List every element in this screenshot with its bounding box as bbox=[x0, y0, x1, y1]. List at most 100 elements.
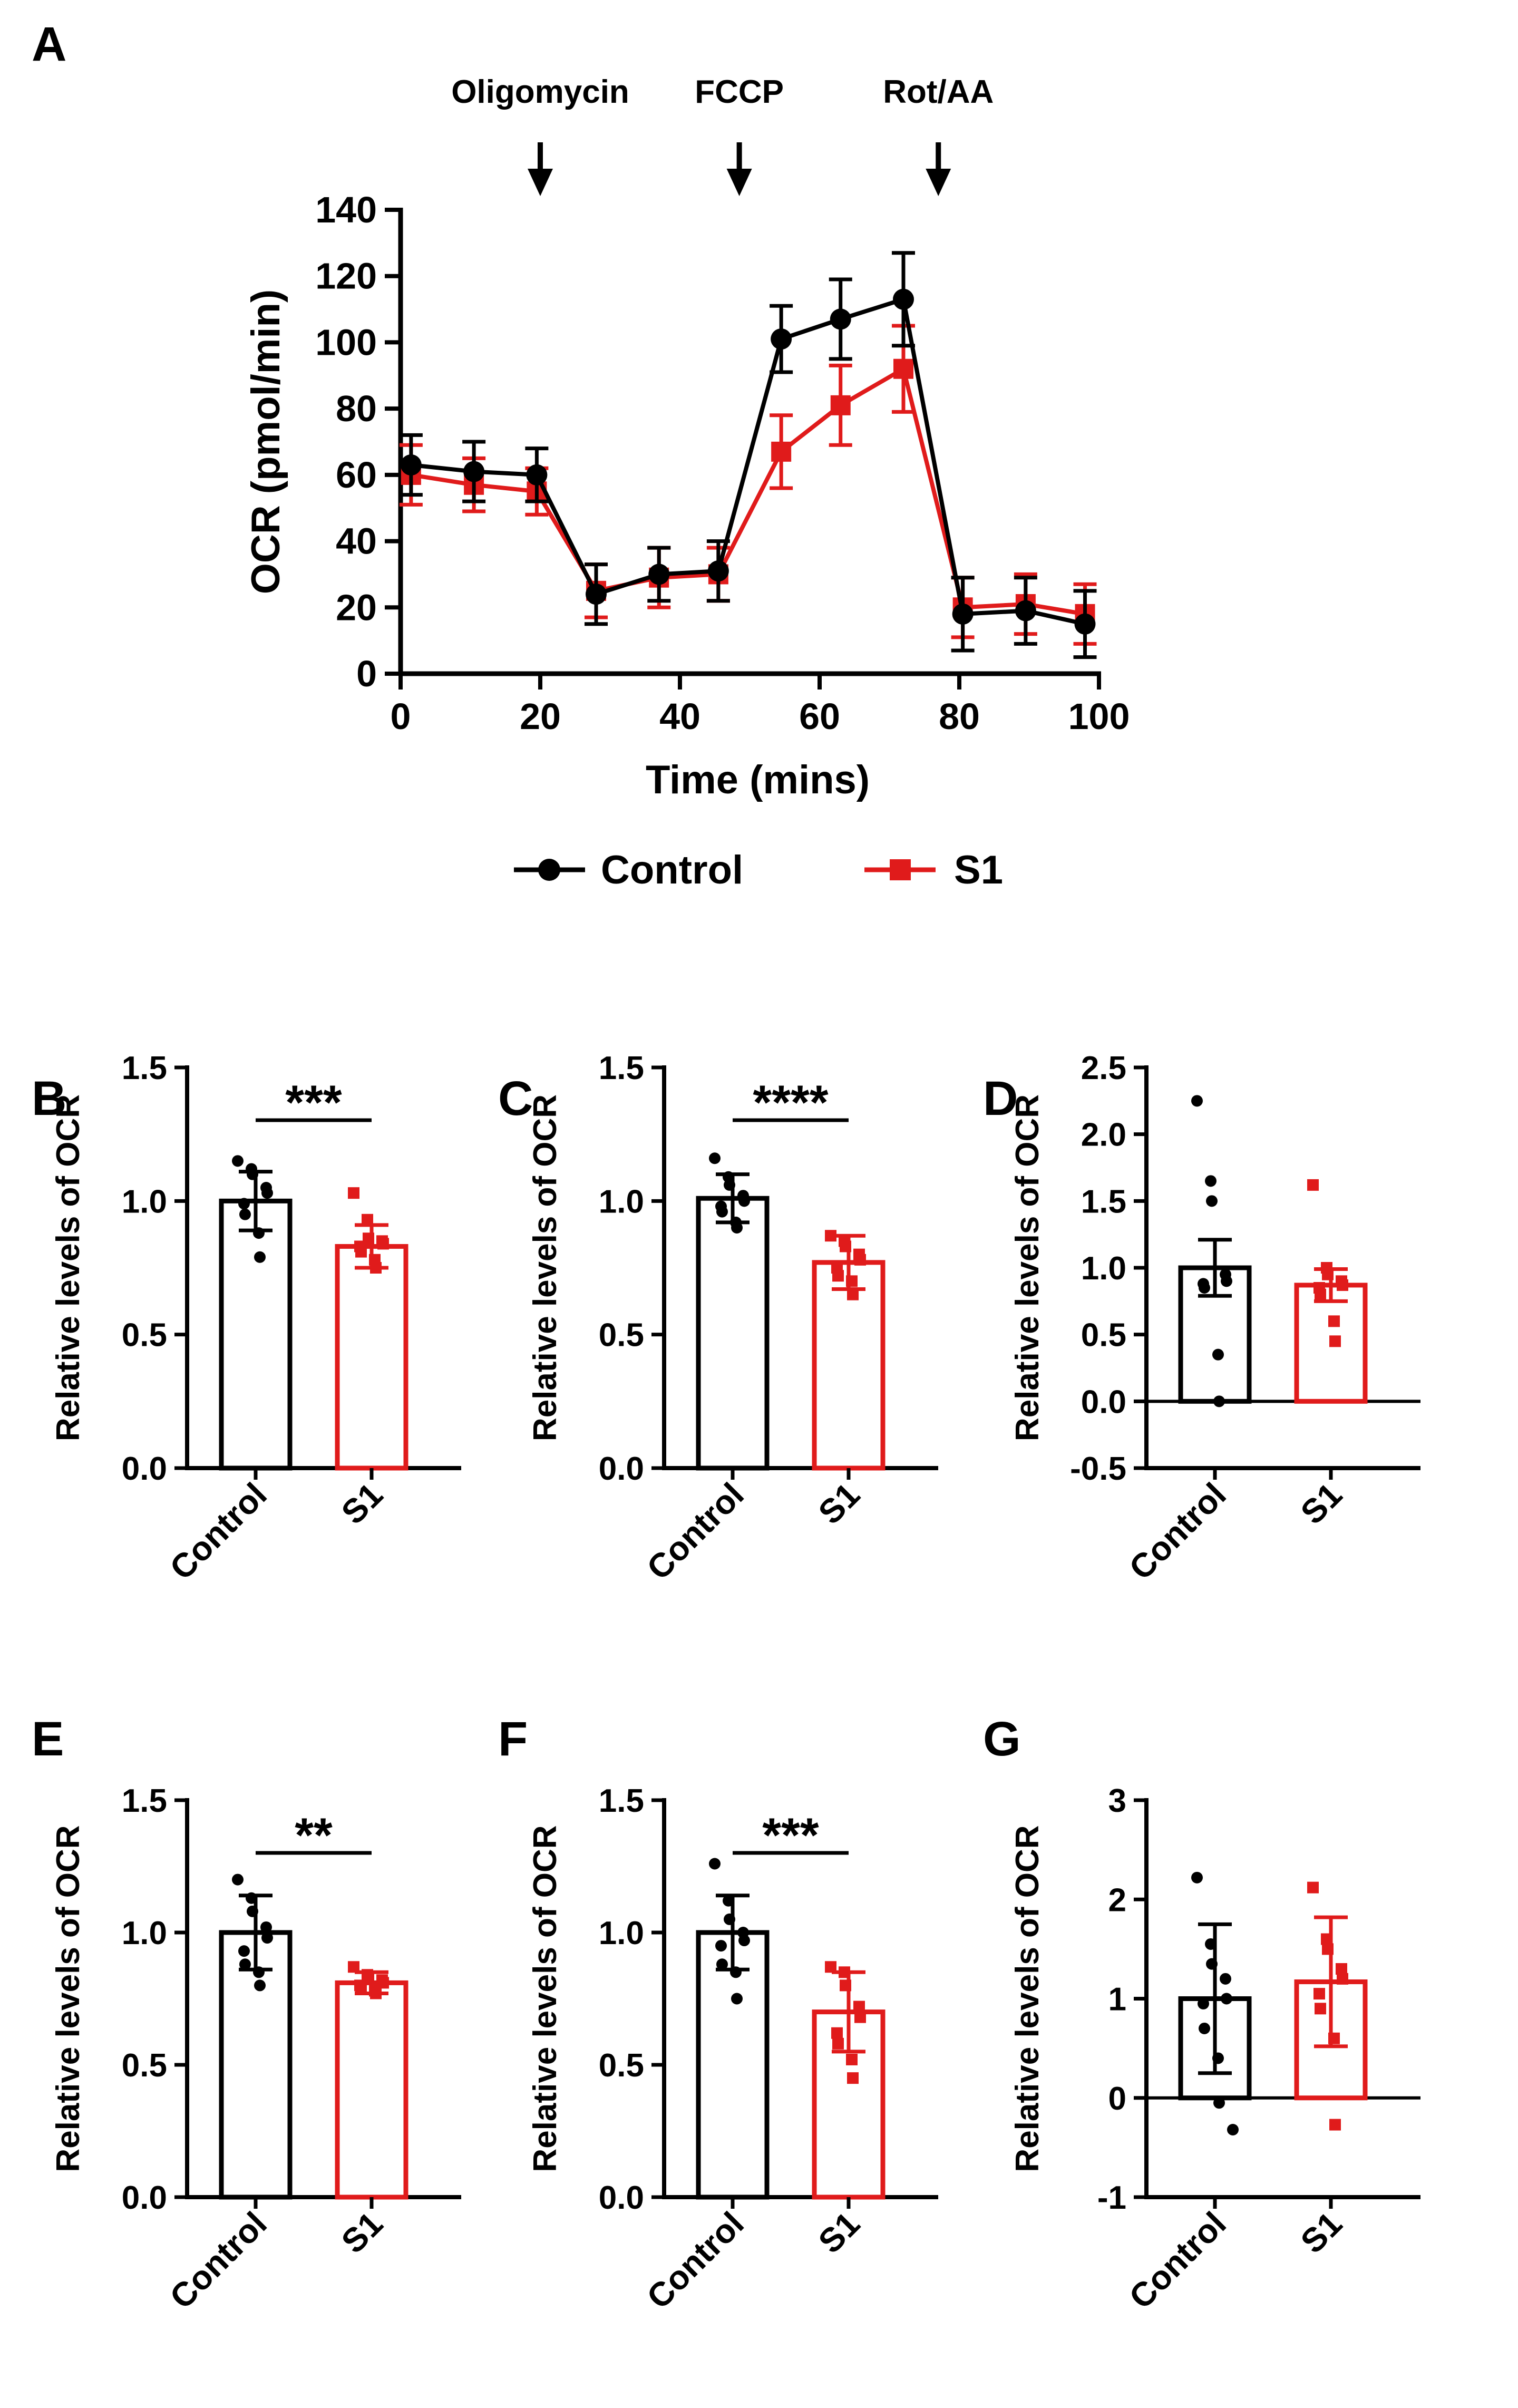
bar-s1 bbox=[335, 1244, 408, 1471]
bar-chart-g: G -1 0 1 2 3 Relative levels of OCR Control S1 bbox=[983, 1712, 1420, 2316]
x-tick-label: S1 bbox=[1293, 1475, 1349, 1531]
annotation-arrow-head bbox=[528, 169, 553, 196]
data-point bbox=[1313, 1988, 1325, 2000]
data-point bbox=[1220, 1973, 1231, 1985]
data-point bbox=[716, 1206, 728, 1218]
bar-chart-f: F 0.0 0.5 1.0 1.5 Relative levels of OCR Contr… bbox=[498, 1712, 938, 2316]
legend-label-control: Control bbox=[601, 848, 743, 892]
data-point bbox=[1191, 1095, 1203, 1107]
data-point bbox=[1328, 1315, 1340, 1327]
y-tick-label: 1 bbox=[1108, 1982, 1126, 2018]
y-tick-label: 2.0 bbox=[1081, 1117, 1126, 1153]
data-point bbox=[839, 1966, 850, 1978]
data-point bbox=[348, 1961, 359, 1973]
data-point bbox=[526, 464, 548, 486]
x-tick-label: 100 bbox=[1068, 696, 1130, 737]
data-point bbox=[239, 1958, 251, 1970]
data-point bbox=[1198, 1997, 1209, 2009]
data-point bbox=[825, 1961, 836, 1973]
bar-chart-e: E 0.0 0.5 1.0 1.5 Relative levels of OCR Contr… bbox=[32, 1712, 461, 2316]
data-point bbox=[731, 1222, 743, 1234]
y-tick-label: 2 bbox=[1108, 1882, 1126, 1918]
data-point bbox=[348, 1187, 359, 1199]
y-axis-label: OCR (pmol/min) bbox=[244, 289, 288, 594]
y-tick-label: 1.0 bbox=[599, 1915, 644, 1951]
x-tick-label: Control bbox=[1122, 1475, 1233, 1587]
data-point bbox=[1322, 1268, 1334, 1280]
annotation-arrow-head bbox=[926, 169, 951, 196]
y-tick-label: 40 bbox=[336, 521, 377, 562]
y-tick-label: 80 bbox=[336, 388, 377, 429]
data-point bbox=[832, 1270, 844, 1282]
y-axis-label: Relative levels of OCR bbox=[50, 1094, 86, 1441]
data-point bbox=[832, 2037, 844, 2050]
y-axis-label: Relative levels of OCR bbox=[50, 1825, 86, 2172]
data-point bbox=[648, 564, 670, 585]
legend: Control S1 bbox=[514, 848, 1003, 892]
legend-marker-s1 bbox=[890, 859, 911, 880]
data-point bbox=[1199, 2022, 1210, 2034]
y-axis-label: Relative levels of OCR bbox=[1009, 1825, 1046, 2172]
y-tick-label: 1.0 bbox=[122, 1183, 167, 1220]
data-point bbox=[247, 1905, 258, 1917]
y-tick-label: 1.5 bbox=[122, 1783, 167, 1819]
annotation-arrow-head bbox=[726, 169, 752, 196]
data-point bbox=[1221, 1275, 1232, 1287]
line-chart-a: A 0 20 40 60 80 100 120 140 0 20 40 60 80 100 Time (min… bbox=[32, 17, 1130, 892]
data-point bbox=[355, 1982, 367, 1994]
data-point bbox=[1199, 1282, 1210, 1294]
data-point bbox=[716, 1958, 728, 1970]
data-point bbox=[1307, 1881, 1319, 1894]
data-point bbox=[254, 1979, 266, 1992]
x-tick-label: 80 bbox=[939, 696, 980, 737]
y-tick-label: 0.5 bbox=[122, 2047, 167, 2084]
data-point bbox=[715, 1940, 727, 1952]
y-tick-label: 0 bbox=[356, 653, 377, 694]
data-point bbox=[1337, 1279, 1348, 1291]
data-point bbox=[853, 2001, 865, 2013]
data-point bbox=[724, 1913, 735, 1925]
significance-stars: *** bbox=[762, 1809, 819, 1862]
data-point bbox=[724, 1179, 735, 1191]
data-point bbox=[400, 454, 422, 475]
data-point bbox=[238, 1198, 250, 1210]
data-point bbox=[952, 603, 974, 625]
x-tick-label: 0 bbox=[391, 696, 411, 737]
data-point bbox=[232, 1873, 244, 1886]
panel-label-a: A bbox=[32, 17, 66, 71]
panel-label-c: C bbox=[498, 1072, 533, 1125]
data-point bbox=[1322, 1943, 1334, 1955]
data-point bbox=[377, 1238, 389, 1250]
y-tick-label: 100 bbox=[315, 322, 377, 363]
bar-s1 bbox=[335, 1980, 408, 2200]
series-line-s1 bbox=[411, 365, 1086, 616]
y-axis-label: Relative levels of OCR bbox=[1009, 1094, 1046, 1441]
y-tick-label: 0.0 bbox=[122, 2180, 167, 2216]
annotation-label: FCCP bbox=[695, 74, 784, 110]
y-tick-label: 1.5 bbox=[1081, 1183, 1126, 1220]
data-point bbox=[840, 1240, 851, 1252]
y-tick-label: 0.5 bbox=[599, 2047, 644, 2084]
y-tick-label: 0.5 bbox=[122, 1317, 167, 1354]
x-tick-label: 60 bbox=[799, 696, 840, 737]
x-tick-label: Control bbox=[639, 2205, 751, 2316]
data-point bbox=[1212, 2052, 1224, 2064]
data-point bbox=[253, 1227, 265, 1239]
data-point bbox=[771, 441, 792, 462]
data-point bbox=[1307, 1179, 1319, 1191]
x-tick-label: S1 bbox=[334, 1475, 390, 1531]
data-point bbox=[232, 1155, 244, 1167]
y-axis-label: Relative levels of OCR bbox=[527, 1094, 563, 1441]
y-tick-label: 1.5 bbox=[122, 1050, 167, 1086]
data-point bbox=[738, 1935, 750, 1947]
data-point bbox=[463, 461, 485, 482]
bar-control bbox=[696, 1196, 770, 1471]
y-tick-label: 0.0 bbox=[599, 2180, 644, 2216]
x-tick-label: S1 bbox=[1293, 2205, 1349, 2260]
data-point bbox=[707, 560, 729, 582]
data-point bbox=[847, 2072, 859, 2084]
y-tick-label: 2.5 bbox=[1081, 1050, 1126, 1086]
data-point bbox=[1329, 1335, 1341, 1347]
y-tick-label: -1 bbox=[1097, 2180, 1126, 2216]
data-point bbox=[261, 1187, 273, 1199]
